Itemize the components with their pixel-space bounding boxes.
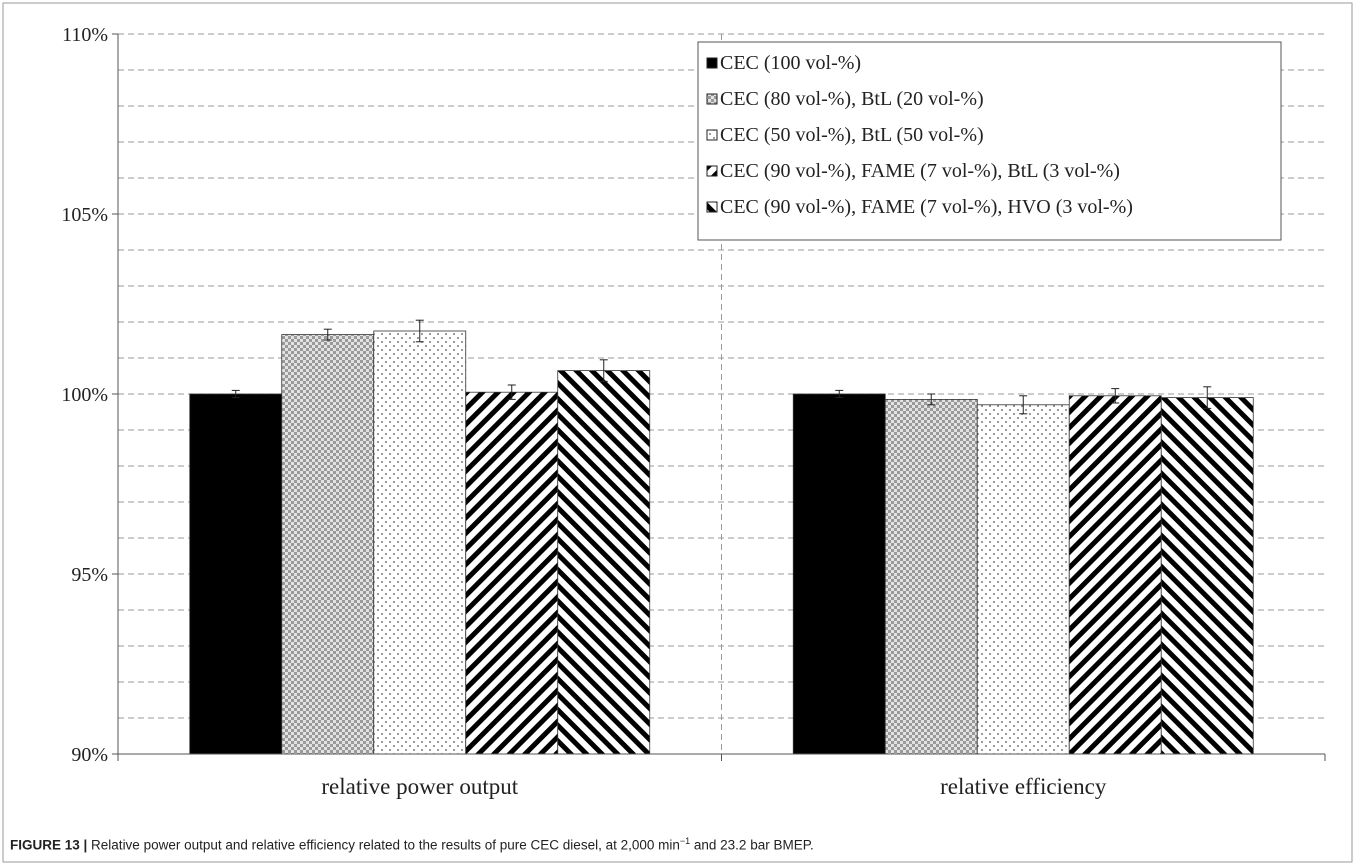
bar	[189, 393, 283, 755]
legend-label: CEC (80 vol-%), BtL (20 vol-%)	[720, 88, 984, 110]
y-tick-label: 110%	[62, 24, 108, 46]
legend-swatch	[706, 201, 718, 213]
legend-box	[697, 41, 1282, 241]
y-tick-label: 90%	[71, 744, 108, 766]
y-tick-label: 100%	[61, 384, 108, 406]
legend-label: CEC (90 vol-%), FAME (7 vol-%), HVO (3 v…	[720, 196, 1133, 218]
legend-swatch	[706, 93, 718, 105]
legend-label: CEC (50 vol-%), BtL (50 vol-%)	[720, 124, 984, 146]
legend-swatch	[706, 129, 718, 141]
caption-text-end: and 23.2 bar BMEP.	[690, 837, 814, 853]
caption-superscript: −1	[679, 836, 691, 846]
bar	[557, 370, 651, 755]
bar	[1160, 397, 1254, 755]
legend-swatch	[706, 57, 718, 69]
bar	[884, 398, 978, 755]
legend-label: CEC (90 vol-%), FAME (7 vol-%), BtL (3 v…	[720, 160, 1120, 182]
bars-layer	[189, 319, 1254, 755]
bar	[465, 391, 559, 755]
legend-label: CEC (100 vol-%)	[720, 52, 861, 74]
caption-text: Relative power output and relative effic…	[87, 837, 680, 853]
axes-layer: 90% 95% 100% 105% 110% relative power output r…	[61, 24, 1326, 799]
x-category-label: relative power output	[321, 774, 518, 799]
y-tick-label: 105%	[61, 204, 108, 226]
x-category-label: relative efficiency	[940, 774, 1107, 799]
bar	[792, 393, 886, 755]
figure-caption: FIGURE 13 | Relative power output and re…	[10, 836, 1345, 853]
caption-label: FIGURE 13 |	[10, 837, 88, 853]
bar	[1068, 395, 1162, 755]
legend-swatch	[706, 165, 718, 177]
y-tick-label: 95%	[71, 564, 108, 586]
legend: CEC (100 vol-%) CEC (80 vol-%), BtL (20 v…	[697, 41, 1282, 241]
bar	[281, 334, 375, 755]
bar	[373, 330, 467, 755]
bar	[976, 404, 1070, 755]
